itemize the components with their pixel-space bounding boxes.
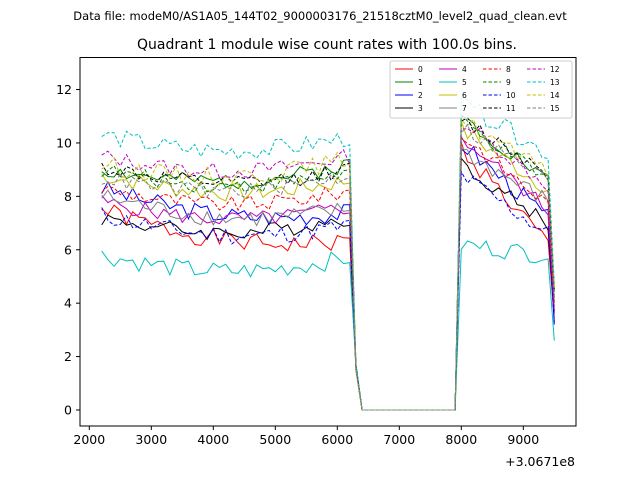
legend-label: 11 (506, 104, 516, 113)
legend-label: 3 (418, 104, 423, 113)
legend-label: 6 (462, 91, 467, 100)
legend-label: 10 (506, 91, 516, 100)
series-line-3 (101, 157, 555, 411)
series-line-12 (101, 127, 555, 411)
axes-frame (79, 57, 577, 427)
x-tick-label: 7000 (383, 432, 415, 447)
series-line-14 (101, 118, 555, 411)
legend-label: 2 (418, 91, 423, 100)
series-line-15 (101, 123, 555, 411)
series-line-4 (101, 134, 555, 411)
series-line-10 (101, 169, 555, 411)
y-tick-label: 10 (56, 135, 72, 150)
y-tick-label: 6 (64, 242, 72, 257)
legend-label: 13 (550, 78, 560, 87)
series-lines (101, 97, 555, 411)
legend-label: 15 (550, 104, 560, 113)
legend-label: 0 (418, 65, 423, 74)
legend-box (389, 60, 573, 119)
series-line-9 (101, 112, 555, 411)
legend-label: 12 (550, 65, 560, 74)
x-axis: 2000 3000 4000 5000 6000 7000 8000 9000 (73, 426, 539, 447)
legend-label: 4 (462, 65, 467, 74)
legend-label: 5 (462, 78, 467, 87)
x-tick-label: 9000 (507, 432, 539, 447)
legend-label: 8 (506, 65, 511, 74)
series-line-5 (101, 240, 555, 411)
x-tick-label: 5000 (259, 432, 291, 447)
x-tick-label: 2000 (73, 432, 105, 447)
y-tick-label: 8 (64, 189, 72, 204)
x-tick-label: 4000 (197, 432, 229, 447)
x-tick-label: 6000 (321, 432, 353, 447)
y-tick-label: 4 (64, 296, 72, 311)
x-offset-label: +3.0671e8 (505, 454, 575, 469)
y-tick-label: 2 (64, 349, 72, 364)
series-line-0 (101, 142, 555, 411)
y-axis: 0 2 4 6 8 10 12 (56, 82, 80, 417)
series-line-2 (101, 145, 555, 411)
series-line-13 (101, 97, 555, 411)
data-file-label: Data file: modeM0/AS1A05_144T02_90000031… (73, 9, 567, 23)
legend-label: 7 (462, 104, 467, 113)
legend-label: 1 (418, 78, 423, 87)
x-tick-label: 3000 (135, 432, 167, 447)
x-tick-label: 8000 (445, 432, 477, 447)
chart-title: Quadrant 1 module wise count rates with … (137, 37, 517, 53)
y-tick-label: 12 (56, 82, 72, 97)
series-line-11 (101, 116, 555, 411)
legend-label: 14 (550, 91, 560, 100)
series-line-8 (101, 137, 555, 411)
legend-label: 9 (506, 78, 511, 87)
y-tick-label: 0 (64, 402, 72, 417)
series-line-7 (101, 148, 555, 411)
